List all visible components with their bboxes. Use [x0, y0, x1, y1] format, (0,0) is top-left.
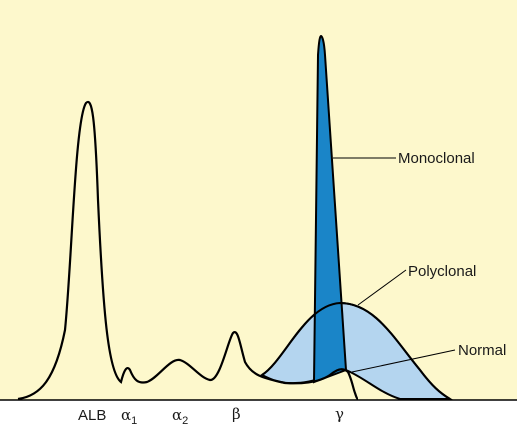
polyclonal-callout-line [357, 269, 407, 306]
monoclonal-label: Monoclonal [398, 150, 475, 167]
normal-label: Normal [458, 342, 506, 359]
normal-serum-trace [17, 100, 359, 401]
polyclonal-label: Polyclonal [408, 263, 476, 280]
polyclonal-outline [261, 301, 451, 400]
beta-label: β [232, 405, 241, 423]
alpha1-label: α1 [121, 406, 137, 426]
gamma-label: γ [335, 405, 344, 423]
alpha2-label: α2 [172, 406, 188, 426]
normal-callout-line [351, 349, 456, 373]
plot-background [0, 0, 517, 400]
monoclonal-spike [312, 34, 348, 384]
alb-label: ALB [78, 407, 106, 424]
